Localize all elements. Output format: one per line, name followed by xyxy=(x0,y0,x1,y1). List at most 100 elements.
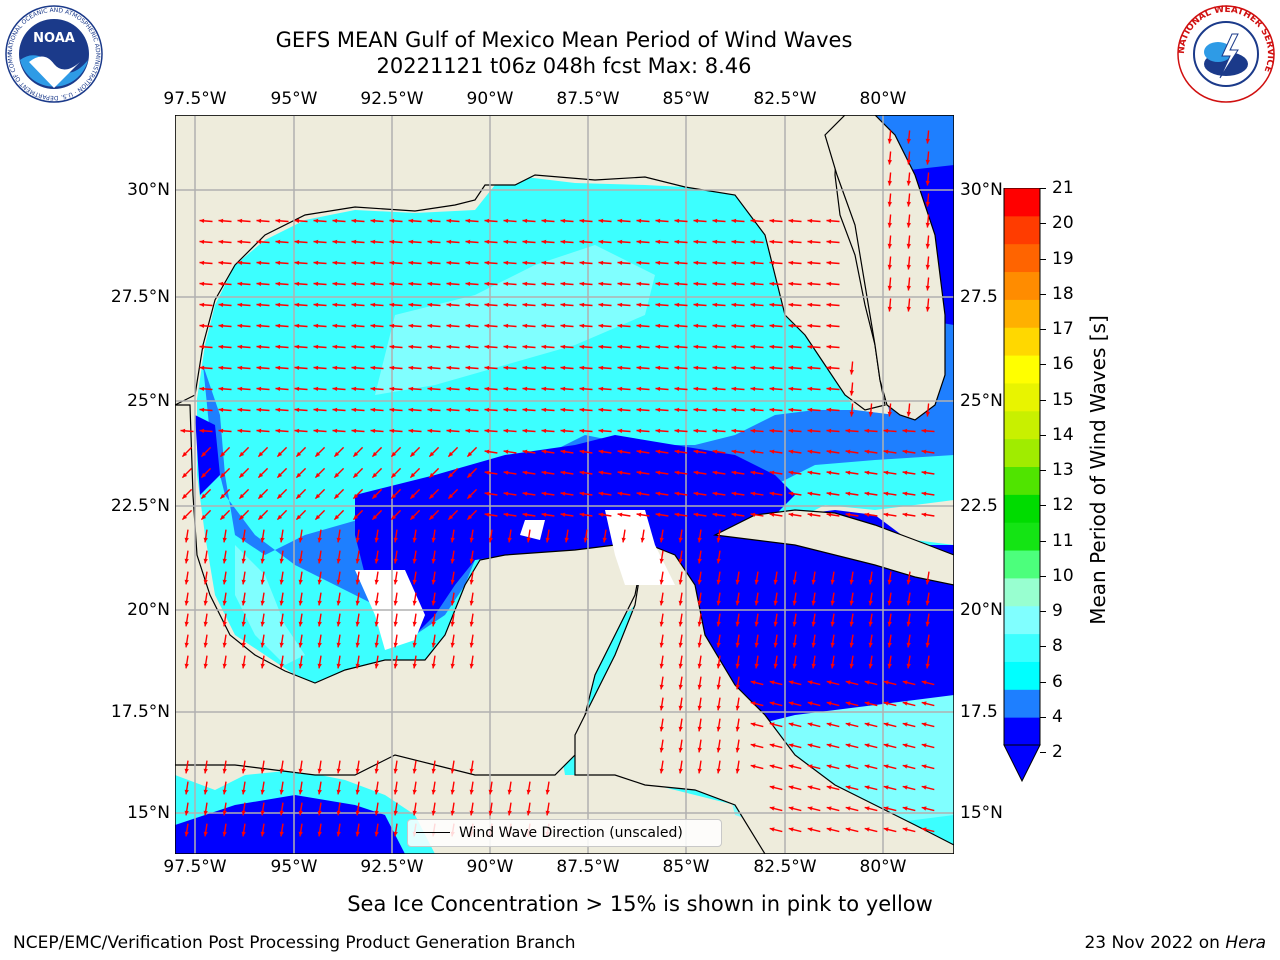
wave-direction-arrow xyxy=(655,470,669,475)
wave-direction-arrow xyxy=(598,407,612,412)
wave-direction-arrow xyxy=(184,781,189,795)
wave-direction-arrow xyxy=(769,785,783,791)
bottom-lon-tick: 85°W xyxy=(662,857,710,877)
wave-direction-arrow xyxy=(659,571,664,585)
colorbar-tick: 21 xyxy=(1052,178,1074,198)
wave-direction-arrow xyxy=(845,428,859,433)
wave-direction-arrow xyxy=(693,218,707,223)
wave-direction-arrow xyxy=(826,218,840,223)
wave-direction-arrow xyxy=(522,302,536,307)
wave-direction-arrow xyxy=(484,428,498,433)
wave-direction-arrow xyxy=(260,634,265,648)
wave-direction-arrow xyxy=(712,302,726,307)
wave-direction-arrow xyxy=(184,634,189,648)
wave-direction-arrow xyxy=(275,281,289,286)
wave-direction-arrow xyxy=(560,365,574,370)
wave-direction-arrow xyxy=(826,743,840,749)
wave-direction-arrow xyxy=(750,407,764,412)
wave-direction-arrow xyxy=(218,365,232,370)
wave-direction-arrow xyxy=(408,218,422,223)
wave-direction-arrow xyxy=(750,470,764,475)
wave-direction-arrow xyxy=(735,571,740,585)
wave-direction-arrow xyxy=(484,239,498,244)
wave-direction-arrow xyxy=(427,260,441,265)
wave-direction-arrow xyxy=(276,467,288,479)
wave-direction-arrow xyxy=(238,488,250,500)
wave-direction-arrow xyxy=(465,302,479,307)
wave-direction-arrow xyxy=(807,722,821,728)
wave-direction-arrow xyxy=(351,302,365,307)
wave-direction-arrow xyxy=(276,509,288,521)
wave-direction-arrow xyxy=(887,172,892,186)
wave-direction-arrow xyxy=(598,239,612,244)
wave-direction-arrow xyxy=(298,550,303,564)
wave-direction-arrow xyxy=(921,827,935,833)
wave-direction-arrow xyxy=(522,239,536,244)
wave-direction-arrow xyxy=(370,365,384,370)
wave-direction-arrow xyxy=(693,239,707,244)
wave-direction-arrow xyxy=(374,571,379,585)
wave-direction-arrow xyxy=(465,281,479,286)
wave-direction-arrow xyxy=(279,823,284,837)
wave-direction-arrow xyxy=(693,344,707,349)
wave-direction-arrow xyxy=(864,722,878,728)
wave-direction-arrow xyxy=(222,760,227,774)
colorbar-segment xyxy=(1004,327,1040,356)
wave-direction-arrow xyxy=(617,365,631,370)
wave-direction-arrow xyxy=(374,655,379,669)
wave-direction-arrow xyxy=(298,760,303,774)
wave-direction-arrow xyxy=(712,449,726,454)
wave-direction-arrow xyxy=(503,218,517,223)
wave-direction-arrow xyxy=(750,302,764,307)
wave-direction-arrow xyxy=(883,743,897,749)
wave-direction-arrow xyxy=(522,260,536,265)
wave-direction-arrow xyxy=(370,386,384,391)
wave-direction-arrow xyxy=(317,823,322,837)
colorbar-tick: 20 xyxy=(1052,213,1074,234)
wave-direction-arrow xyxy=(275,302,289,307)
wave-direction-arrow xyxy=(541,407,555,412)
wave-direction-arrow xyxy=(294,281,308,286)
wave-direction-arrow xyxy=(598,281,612,286)
wave-direction-arrow xyxy=(218,428,232,433)
wave-direction-arrow xyxy=(887,151,892,165)
wave-direction-arrow xyxy=(200,509,212,521)
wave-direction-arrow xyxy=(560,218,574,223)
colorbar-tick: 15 xyxy=(1052,389,1074,410)
wave-direction-arrow xyxy=(697,550,702,564)
wave-direction-arrow xyxy=(788,680,802,686)
wave-direction-arrow xyxy=(450,634,455,648)
left-lat-tick: 27.5°N xyxy=(110,287,170,307)
wave-direction-arrow xyxy=(674,386,688,391)
wave-direction-arrow xyxy=(769,218,783,223)
wave-direction-arrow xyxy=(773,634,778,648)
wave-direction-arrow xyxy=(769,239,783,244)
wave-direction-arrow xyxy=(298,823,303,837)
wave-direction-arrow xyxy=(826,302,840,307)
wave-direction-arrow xyxy=(735,739,740,753)
wave-direction-arrow xyxy=(754,634,759,648)
wave-direction-arrow xyxy=(389,218,403,223)
wave-direction-arrow xyxy=(488,529,493,543)
wave-direction-arrow xyxy=(184,823,189,837)
colorbar-tick-mark xyxy=(1040,399,1046,401)
wave-direction-arrow xyxy=(921,428,935,433)
wave-direction-arrow xyxy=(238,467,250,479)
wave-direction-arrow xyxy=(295,446,307,458)
wave-direction-arrow xyxy=(503,365,517,370)
wave-direction-arrow xyxy=(712,491,726,496)
wave-direction-arrow xyxy=(371,488,383,500)
wave-direction-arrow xyxy=(503,386,517,391)
wave-direction-arrow xyxy=(697,571,702,585)
footer-machine: Hera xyxy=(1225,933,1266,953)
wave-direction-arrow xyxy=(317,634,322,648)
wave-direction-arrow xyxy=(716,655,721,669)
right-lat-tick: 20°N xyxy=(960,600,1003,620)
wave-direction-arrow xyxy=(393,550,398,564)
wave-direction-arrow xyxy=(427,344,441,349)
wave-direction-arrow xyxy=(260,655,265,669)
wave-direction-arrow xyxy=(332,260,346,265)
wave-direction-arrow xyxy=(374,760,379,774)
bottom-lon-tick: 87.5°W xyxy=(556,857,620,877)
wave-direction-arrow xyxy=(925,634,930,648)
